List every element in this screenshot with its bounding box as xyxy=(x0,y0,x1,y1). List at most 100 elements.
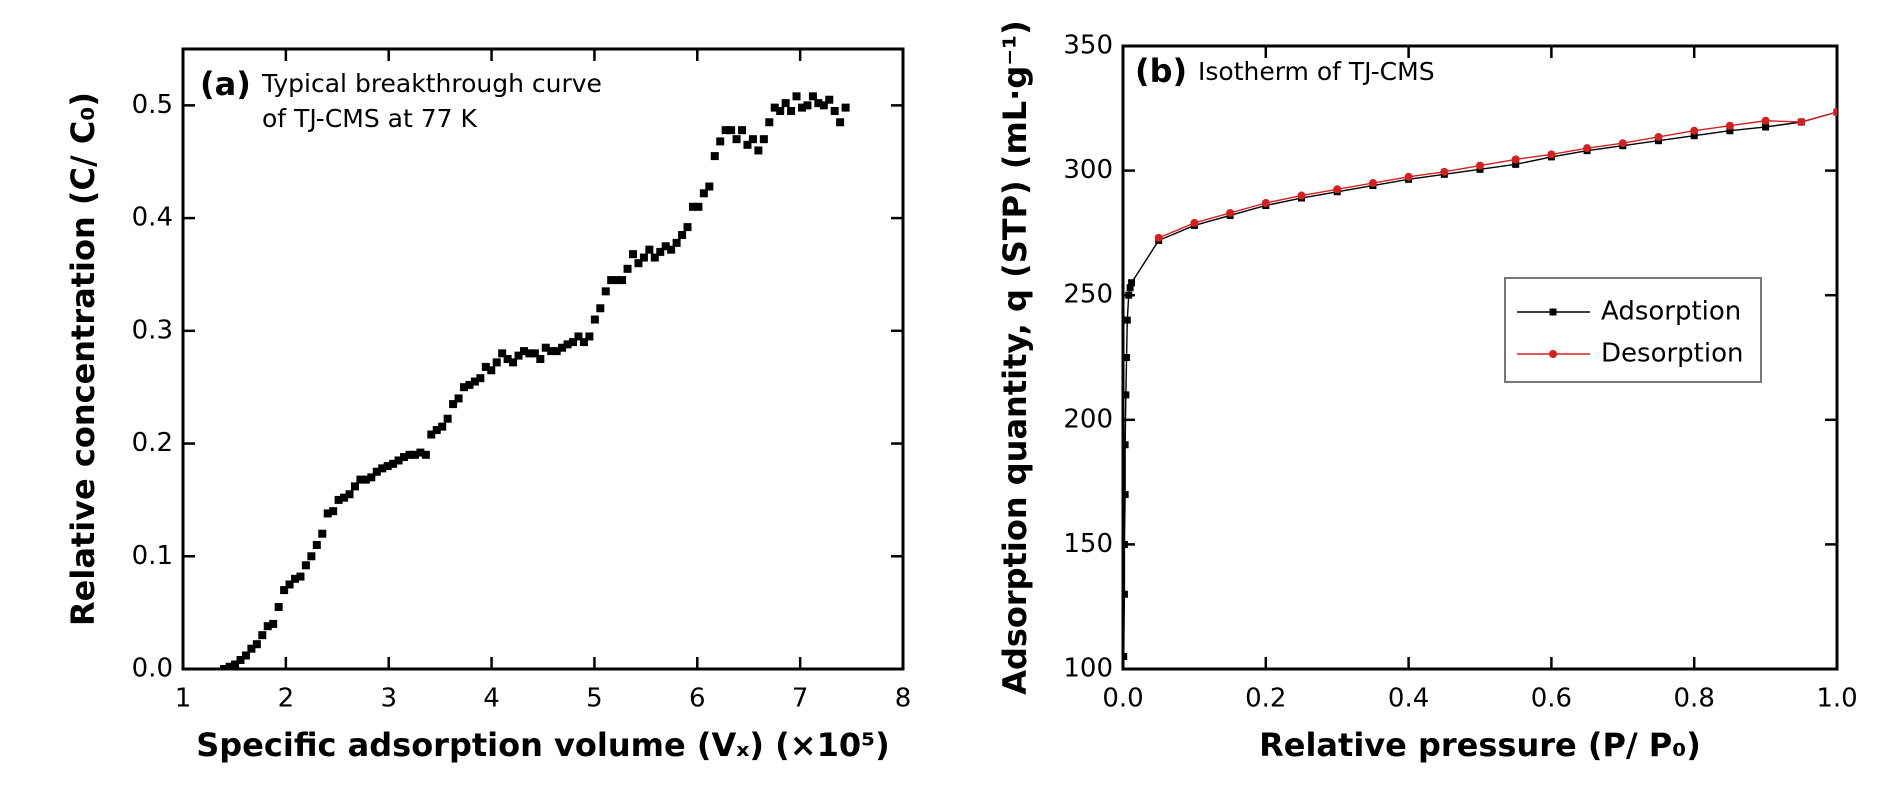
marker xyxy=(383,462,392,471)
marker xyxy=(1512,160,1520,168)
marker xyxy=(1123,540,1128,548)
marker xyxy=(776,107,785,115)
marker xyxy=(814,99,823,108)
y-tick-label: 200 xyxy=(1063,404,1113,434)
plot-frame xyxy=(181,47,905,671)
legend-label: Adsorption xyxy=(1601,297,1741,327)
legend-marker xyxy=(1549,308,1557,316)
marker xyxy=(579,338,588,347)
marker xyxy=(530,349,539,358)
marker xyxy=(421,450,430,459)
x-tick-label: 5 xyxy=(586,684,603,714)
marker xyxy=(492,358,501,367)
marker xyxy=(1618,139,1627,148)
marker xyxy=(427,430,436,439)
marker xyxy=(514,351,523,360)
marker xyxy=(781,99,790,108)
plot-area xyxy=(1123,108,1837,661)
marker xyxy=(601,287,610,296)
marker xyxy=(1154,233,1163,242)
marker xyxy=(634,259,643,268)
marker xyxy=(705,182,714,191)
marker xyxy=(1547,150,1556,159)
y-tick-label: 350 xyxy=(1063,31,1113,61)
marker xyxy=(296,572,305,581)
marker xyxy=(258,631,267,640)
x-tick-label: 0.4 xyxy=(1388,684,1429,714)
plot-frame xyxy=(1121,44,1839,671)
marker xyxy=(269,619,278,628)
marker xyxy=(498,349,507,358)
marker xyxy=(220,665,229,669)
marker xyxy=(683,223,692,232)
marker xyxy=(639,253,648,262)
marker xyxy=(1226,208,1235,217)
marker xyxy=(1123,653,1128,661)
x-tick-label: 4 xyxy=(483,684,500,714)
marker xyxy=(547,347,556,356)
annotation: Typical breakthrough curve xyxy=(261,69,602,98)
x-tick-label: 3 xyxy=(380,684,397,714)
marker xyxy=(312,541,321,549)
marker xyxy=(765,118,774,127)
marker xyxy=(405,450,414,459)
x-tick-label: 0.6 xyxy=(1531,684,1572,714)
marker xyxy=(247,644,256,653)
marker xyxy=(438,422,447,431)
marker xyxy=(803,101,812,110)
marker xyxy=(291,574,300,583)
marker xyxy=(416,448,425,457)
marker xyxy=(334,495,343,504)
marker xyxy=(274,603,283,611)
marker xyxy=(585,332,594,341)
marker xyxy=(449,400,458,409)
marker xyxy=(1123,491,1129,499)
x-tick-label: 1.0 xyxy=(1816,684,1857,714)
marker xyxy=(727,126,736,135)
marker xyxy=(574,332,583,341)
marker xyxy=(323,509,332,518)
marker xyxy=(470,377,479,386)
marker xyxy=(721,126,730,135)
marker xyxy=(792,92,801,101)
marker xyxy=(1654,132,1663,141)
marker xyxy=(241,651,250,660)
marker xyxy=(825,95,834,104)
marker xyxy=(830,107,839,115)
marker xyxy=(432,426,441,435)
marker xyxy=(743,140,752,149)
marker xyxy=(1797,118,1806,127)
marker xyxy=(688,202,697,211)
marker xyxy=(1123,441,1129,449)
marker xyxy=(367,473,376,482)
marker xyxy=(1126,284,1134,292)
y-tick-label: 0.3 xyxy=(132,315,173,345)
marker xyxy=(1583,144,1592,153)
marker xyxy=(361,475,370,484)
x-tick-label: 1 xyxy=(175,684,192,714)
annotation: (b) xyxy=(1135,52,1187,90)
x-tick-label: 7 xyxy=(792,684,809,714)
marker xyxy=(509,358,518,367)
marker xyxy=(808,92,817,101)
marker xyxy=(263,622,272,631)
marker xyxy=(236,655,245,664)
x-axis-label: Specific adsorption volume (Vₓ) (×10⁵) xyxy=(196,726,890,764)
marker xyxy=(1726,127,1734,135)
marker xyxy=(716,137,725,146)
marker xyxy=(340,493,349,502)
marker xyxy=(1440,167,1449,176)
marker xyxy=(1190,218,1199,227)
y-tick-label: 300 xyxy=(1063,155,1113,185)
marker xyxy=(569,338,578,347)
y-tick-label: 0.5 xyxy=(132,90,173,120)
marker xyxy=(612,276,621,285)
x-tick-label: 0.2 xyxy=(1245,684,1286,714)
marker xyxy=(558,343,567,352)
x-axis-label: Relative pressure (P/ P₀) xyxy=(1259,726,1701,764)
marker xyxy=(629,250,637,259)
marker xyxy=(394,456,403,465)
marker xyxy=(1123,391,1130,399)
marker xyxy=(1511,155,1520,164)
